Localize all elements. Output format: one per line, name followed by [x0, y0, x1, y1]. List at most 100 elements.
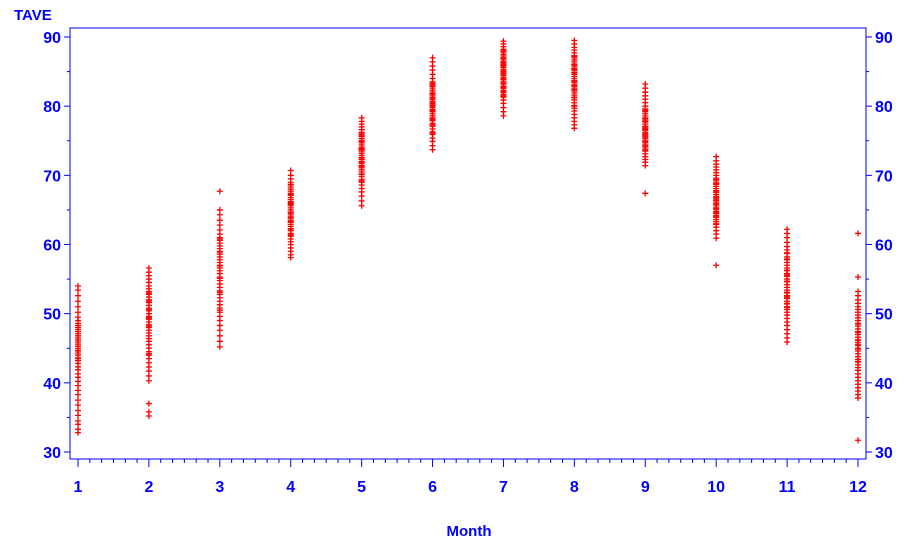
data-point	[500, 38, 507, 45]
data-point	[75, 355, 81, 362]
x-tick-label: 6	[428, 479, 437, 496]
data-point	[75, 292, 81, 299]
left-y-axis: 30 40 50 60 70 80 90	[43, 30, 70, 462]
data-point	[642, 130, 649, 137]
data-point	[500, 92, 507, 99]
data-point	[287, 191, 294, 198]
x-tick-label: 9	[641, 479, 650, 496]
y-tick-label-left: 50	[43, 307, 61, 324]
data-point	[145, 323, 152, 330]
data-point	[216, 338, 223, 345]
data-point	[358, 159, 365, 166]
data-point	[358, 145, 365, 152]
data-point	[216, 217, 223, 224]
data-point	[145, 306, 152, 313]
x-tick-label: 7	[499, 479, 508, 496]
y-tick-label-left: 40	[43, 376, 61, 393]
data-point	[855, 230, 861, 237]
data-point	[642, 190, 649, 197]
data-point	[358, 177, 365, 184]
data-point	[429, 121, 436, 128]
y-tick-label-left: 80	[43, 99, 61, 116]
y-tick-label-right: 70	[875, 168, 893, 185]
data-point	[145, 289, 152, 296]
data-point	[145, 298, 152, 305]
y-tick-label-left: 90	[43, 30, 61, 47]
data-point	[784, 256, 791, 263]
x-tick-label: 11	[779, 479, 796, 496]
data-point	[75, 348, 81, 355]
data-point	[642, 107, 649, 114]
y-tick-label-left: 30	[43, 445, 61, 462]
data-point	[571, 53, 578, 60]
data-point	[713, 153, 720, 160]
data-point	[713, 176, 720, 183]
data-point	[429, 94, 436, 101]
data-point	[642, 138, 649, 145]
data-point	[571, 37, 578, 44]
data-point	[855, 329, 861, 336]
y-tick-label-left: 60	[43, 238, 61, 255]
data-point	[855, 358, 861, 365]
data-point	[713, 188, 720, 195]
data-point	[500, 61, 507, 68]
x-tick-label: 10	[707, 479, 725, 496]
x-axis-title: Month	[447, 523, 492, 540]
data-point	[358, 114, 365, 121]
data-point	[571, 82, 578, 89]
x-tick-label: 3	[215, 479, 224, 496]
data-point	[500, 47, 507, 54]
data-point	[216, 249, 223, 256]
data-point	[642, 147, 649, 154]
data-point	[429, 80, 436, 87]
data-point	[855, 288, 861, 295]
data-point	[75, 417, 81, 424]
data-point	[216, 235, 223, 242]
data-point	[216, 262, 223, 269]
data-point	[713, 200, 720, 207]
data-point	[571, 94, 578, 101]
y-tick-label-right: 30	[875, 445, 893, 462]
data-point	[784, 249, 791, 256]
data-point	[287, 181, 294, 188]
x-tick-label: 8	[570, 479, 579, 496]
data-point	[784, 226, 791, 233]
y-axis-title: TAVE	[14, 7, 52, 24]
data-points	[75, 37, 861, 444]
data-point	[145, 350, 152, 357]
data-point	[784, 271, 791, 278]
data-point	[216, 206, 223, 213]
data-point	[642, 123, 649, 130]
right-y-axis: 30 40 50 60 70 80 90	[866, 30, 893, 462]
data-point	[75, 298, 81, 305]
data-point	[500, 83, 507, 90]
data-point	[145, 400, 152, 407]
y-tick-label-right: 60	[875, 238, 893, 255]
data-point	[75, 407, 81, 414]
data-point	[855, 437, 861, 444]
data-point	[358, 171, 365, 178]
y-tick-label-right: 50	[875, 307, 893, 324]
plot-frame	[69, 27, 867, 460]
x-tick-label: 4	[286, 479, 295, 496]
data-point	[358, 132, 365, 139]
data-point	[642, 81, 649, 88]
data-point	[216, 307, 223, 314]
data-point	[855, 274, 861, 281]
data-point	[287, 231, 294, 238]
data-point	[75, 309, 81, 316]
data-point	[784, 278, 791, 285]
data-point	[855, 341, 861, 348]
y-tick-label-left: 70	[43, 168, 61, 185]
data-point	[145, 314, 152, 321]
data-point	[75, 303, 81, 310]
data-point	[75, 283, 81, 289]
data-point	[429, 130, 436, 137]
data-point	[216, 289, 223, 296]
data-point	[571, 65, 578, 72]
y-tick-label-right: 80	[875, 99, 893, 116]
data-point	[500, 69, 507, 76]
x-axis: 1 2 3 4 5 6 7 8 9 10 11 12	[74, 459, 867, 496]
data-point	[216, 275, 223, 282]
data-point	[784, 304, 791, 311]
